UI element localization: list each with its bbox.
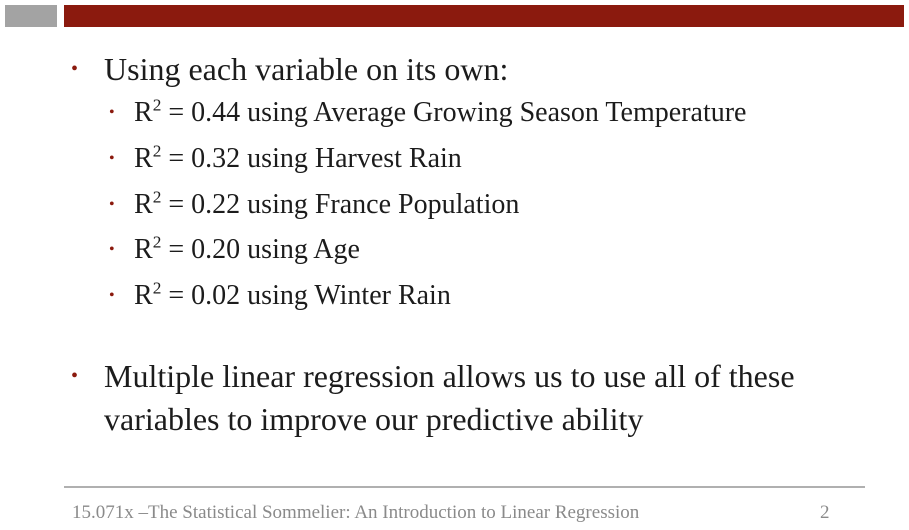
bullet-dot-icon: • — [109, 104, 115, 121]
sub-bullet-2: • R2 = 0.32 using Harvest Rain — [109, 141, 462, 177]
superscript: 2 — [152, 278, 162, 298]
sub-bullet-text: = 0.44 using Average Growing Season Temp… — [161, 97, 747, 128]
bullet-dot-icon: • — [109, 287, 115, 304]
sub-bullet-text: = 0.02 using Winter Rain — [161, 280, 451, 311]
sub-bullet-3: • R2 = 0.22 using France Population — [109, 187, 520, 223]
bullet-dot-icon: • — [71, 58, 79, 80]
page-number: 2 — [820, 502, 830, 523]
superscript: 2 — [152, 141, 162, 161]
bullet-dot-icon: • — [71, 365, 79, 387]
bullet-main-2-continuation: variables to improve our predictive abil… — [104, 398, 643, 440]
bullet-dot-icon: • — [109, 241, 115, 258]
bullet-main-2: • Multiple linear regression allows us t… — [71, 355, 795, 397]
sub-bullet-4: • R2 = 0.20 using Age — [109, 232, 360, 268]
sub-bullet-5: • R2 = 0.02 using Winter Rain — [109, 278, 451, 314]
r-squared-label: R — [134, 143, 153, 174]
bullet-dot-icon: • — [109, 150, 115, 167]
header-accent-bar — [64, 5, 904, 27]
sub-bullet-1: • R2 = 0.44 using Average Growing Season… — [109, 95, 747, 131]
sub-bullet-text: = 0.20 using Age — [161, 234, 360, 265]
r-squared-label: R — [134, 97, 153, 128]
bullet-main-2-line1: Multiple linear regression allows us to … — [104, 358, 795, 394]
r-squared-label: R — [134, 189, 153, 220]
footer-title: 15.071x –The Statistical Sommelier: An I… — [72, 502, 640, 523]
superscript: 2 — [152, 232, 162, 252]
bullet-main-1-text: Using each variable on its own: — [104, 51, 509, 87]
header-gray-bar — [5, 5, 57, 27]
sub-bullet-text: = 0.32 using Harvest Rain — [161, 143, 462, 174]
sub-bullet-text: = 0.22 using France Population — [161, 189, 520, 220]
r-squared-label: R — [134, 234, 153, 265]
superscript: 2 — [152, 95, 162, 115]
bullet-main-2-line2: variables to improve our predictive abil… — [104, 401, 644, 437]
superscript: 2 — [152, 187, 162, 207]
bullet-main-1: • Using each variable on its own: — [71, 48, 509, 90]
footer-divider — [64, 486, 865, 488]
r-squared-label: R — [134, 280, 153, 311]
bullet-dot-icon: • — [109, 196, 115, 213]
